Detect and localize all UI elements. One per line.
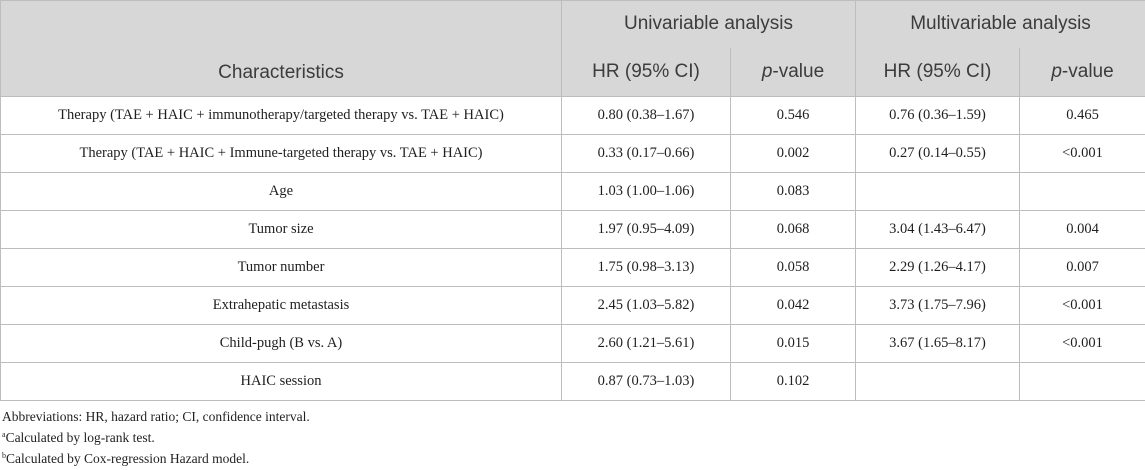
uni-hr-cell: 1.97 (0.95–4.09) (561, 210, 731, 249)
multi-hr-cell: 0.27 (0.14–0.55) (855, 134, 1020, 173)
uni-p-cell: 0.546 (730, 96, 856, 135)
multi-hr-cell: 3.73 (1.75–7.96) (855, 286, 1020, 325)
multi-p-cell (1018, 362, 1145, 401)
header-row-top: Characteristics Univariable analysis Mul… (0, 0, 1145, 97)
table-header: Characteristics Univariable analysis Mul… (0, 0, 1145, 97)
footnote-b-text: Calculated by Cox-regression Hazard mode… (6, 451, 250, 466)
table-row: Tumor number 1.75 (0.98–3.13) 0.058 2.29… (0, 248, 1145, 287)
characteristic-cell: Tumor size (0, 210, 562, 249)
table-row: Therapy (TAE + HAIC + immunotherapy/targ… (0, 96, 1145, 135)
multi-p-cell: <0.001 (1018, 286, 1145, 325)
uni-p-header: p-value (730, 47, 856, 97)
characteristic-cell: Therapy (TAE + HAIC + Immune-targeted th… (0, 134, 562, 173)
characteristics-header: Characteristics (0, 0, 562, 97)
multi-hr-cell (855, 362, 1020, 401)
uni-hr-header: HR (95% CI) (561, 47, 731, 97)
uni-hr-cell: 1.03 (1.00–1.06) (561, 172, 731, 211)
footnote-b: bCalculated by Cox-regression Hazard mod… (2, 448, 310, 469)
p-suffix: -value (772, 60, 825, 82)
uni-hr-cell: 0.80 (0.38–1.67) (561, 96, 731, 135)
table-row: Therapy (TAE + HAIC + Immune-targeted th… (0, 134, 1145, 173)
multi-p-cell: <0.001 (1018, 324, 1145, 363)
uni-p-cell: 0.042 (730, 286, 856, 325)
table-row: HAIC session 0.87 (0.73–1.03) 0.102 (0, 362, 1145, 401)
multi-hr-cell: 2.29 (1.26–4.17) (855, 248, 1020, 287)
multi-p-cell: 0.465 (1018, 96, 1145, 135)
multi-p-cell: 0.004 (1018, 210, 1145, 249)
multi-p-header: p-value (1018, 47, 1145, 97)
uni-p-cell: 0.002 (730, 134, 856, 173)
table-row: Extrahepatic metastasis 2.45 (1.03–5.82)… (0, 286, 1145, 325)
multi-hr-cell: 3.67 (1.65–8.17) (855, 324, 1020, 363)
footnote-a-text: Calculated by log-rank test. (5, 430, 155, 445)
characteristic-cell: Child-pugh (B vs. A) (0, 324, 562, 363)
characteristic-cell: Therapy (TAE + HAIC + immunotherapy/targ… (0, 96, 562, 135)
univariable-header: Univariable analysis (561, 0, 856, 48)
uni-p-cell: 0.102 (730, 362, 856, 401)
header-row-sub: HR (95% CI) p-value HR (95% CI) p-value (1, 47, 1145, 97)
uni-hr-cell: 1.75 (0.98–3.13) (561, 248, 731, 287)
uni-hr-cell: 2.60 (1.21–5.61) (561, 324, 731, 363)
table-row: Child-pugh (B vs. A) 2.60 (1.21–5.61) 0.… (0, 324, 1145, 363)
multi-hr-header: HR (95% CI) (855, 47, 1020, 97)
uni-hr-cell: 0.33 (0.17–0.66) (561, 134, 731, 173)
footnote-a: aCalculated by log-rank test. (2, 427, 310, 448)
uni-hr-cell: 0.87 (0.73–1.03) (561, 362, 731, 401)
characteristic-cell: Tumor number (0, 248, 562, 287)
multi-hr-cell (855, 172, 1020, 211)
characteristic-cell: Extrahepatic metastasis (0, 286, 562, 325)
uni-p-cell: 0.015 (730, 324, 856, 363)
abbreviations-note: Abbreviations: HR, hazard ratio; CI, con… (2, 409, 310, 424)
multivariable-header: Multivariable analysis (854, 0, 1145, 48)
multi-p-cell: 0.007 (1018, 248, 1145, 287)
table-row: Tumor size 1.97 (0.95–4.09) 0.068 3.04 (… (0, 210, 1145, 249)
uni-p-cell: 0.058 (730, 248, 856, 287)
characteristic-cell: Age (0, 172, 562, 211)
uni-p-cell: 0.068 (730, 210, 856, 249)
table-row: Age 1.03 (1.00–1.06) 0.083 (0, 172, 1145, 211)
uni-hr-cell: 2.45 (1.03–5.82) (561, 286, 731, 325)
p-suffix: -value (1061, 60, 1114, 82)
multi-p-cell (1018, 172, 1145, 211)
p-italic: p (1051, 60, 1062, 82)
characteristic-cell: HAIC session (0, 362, 562, 401)
uni-p-cell: 0.083 (730, 172, 856, 211)
p-italic: p (761, 60, 773, 82)
multi-hr-cell: 3.04 (1.43–6.47) (855, 210, 1020, 249)
results-table: Characteristics Univariable analysis Mul… (0, 0, 1145, 401)
footnote-a-marker: a (2, 430, 6, 439)
footnote-b-marker: b (2, 451, 6, 460)
multi-hr-cell: 0.76 (0.36–1.59) (855, 96, 1020, 135)
table-body: Therapy (TAE + HAIC + immunotherapy/targ… (0, 96, 1145, 401)
multi-p-cell: <0.001 (1018, 134, 1145, 173)
table-footnotes: Abbreviations: HR, hazard ratio; CI, con… (2, 406, 310, 469)
